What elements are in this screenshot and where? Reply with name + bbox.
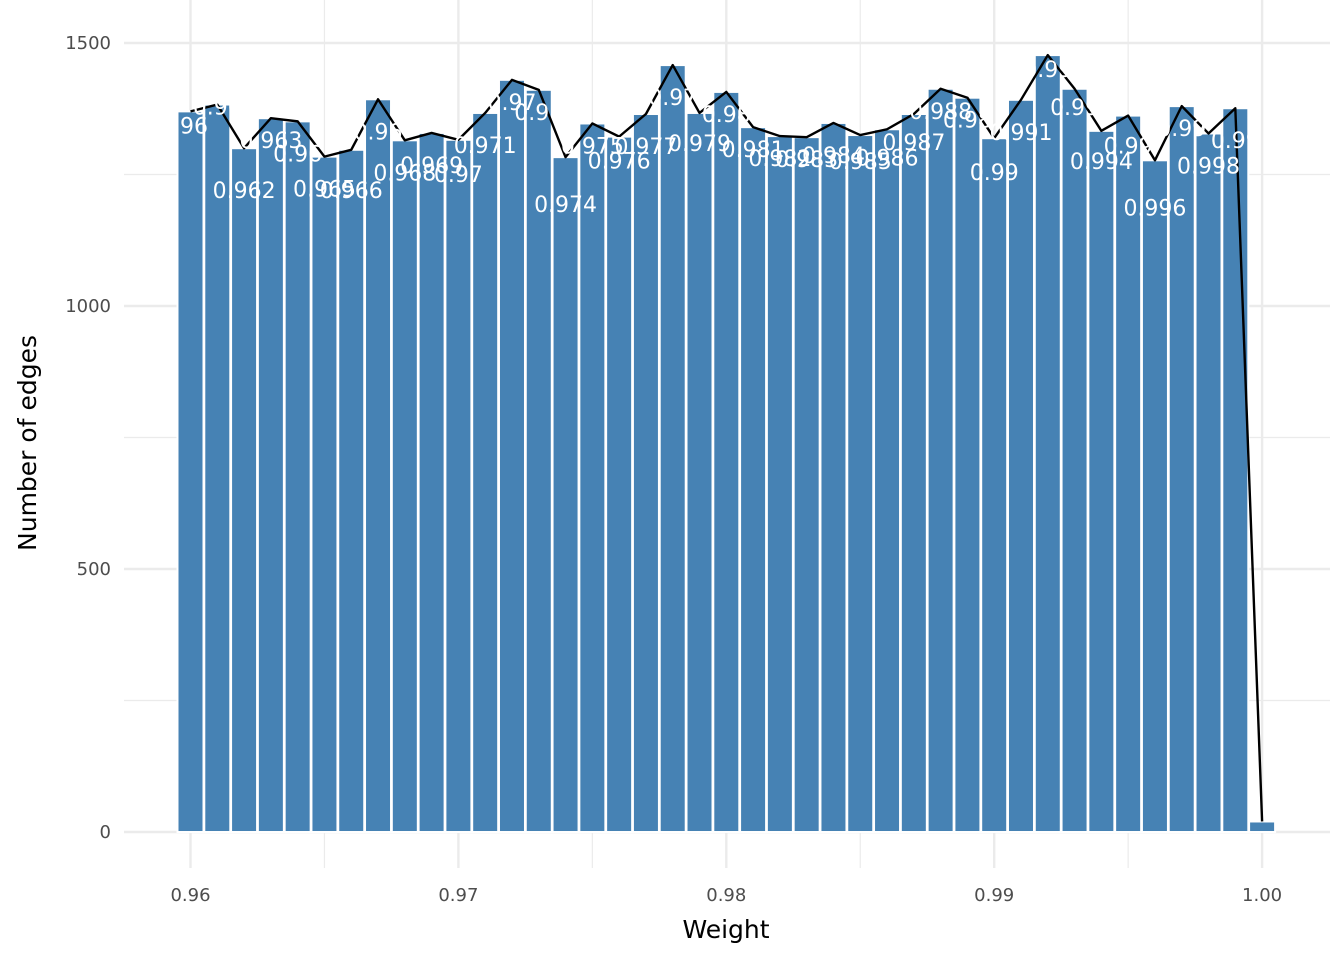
bar-value-label: 0.963 xyxy=(239,129,302,154)
bar-value-label: 0.968 xyxy=(373,161,436,186)
histogram-bar xyxy=(1087,129,1116,834)
bar-value-label: 0.982 xyxy=(748,147,811,172)
histogram-bar xyxy=(1114,114,1143,833)
bar-value-label: .96 xyxy=(173,114,208,139)
y-tick-label: 1500 xyxy=(65,33,111,54)
histogram-bar xyxy=(310,155,339,833)
bar-value-label: 0.99 xyxy=(1023,58,1072,83)
histogram-bar xyxy=(203,103,232,834)
bar-value-label: 0.962 xyxy=(213,179,276,204)
histogram-bar xyxy=(1006,98,1035,834)
histogram-bar xyxy=(364,98,393,834)
bar-value-label: 0.96 xyxy=(273,142,322,167)
bar-value-label: 0.969 xyxy=(400,154,463,179)
y-axis-title: Number of edges xyxy=(13,335,42,551)
histogram-bar xyxy=(1140,159,1169,834)
histogram-bar xyxy=(444,138,473,833)
histogram-bar xyxy=(765,135,794,834)
histogram-bar xyxy=(230,147,259,833)
bar-value-label: 0.99 xyxy=(1211,129,1260,154)
bar-value-label: 0.96 xyxy=(354,120,403,145)
bar-value-label: 0.99 xyxy=(1104,135,1153,160)
bar-value-label: 0.988 xyxy=(909,100,972,125)
bar-value-label: 0.96 xyxy=(193,96,242,121)
histogram-bar xyxy=(658,64,687,834)
x-tick-label: 0.99 xyxy=(974,885,1014,906)
histogram-bar xyxy=(712,90,741,833)
bar-value-label: 0.971 xyxy=(454,134,517,159)
bar-value-label: 0.994 xyxy=(1070,150,1133,175)
histogram-bar xyxy=(685,111,714,833)
bar-value-label: 0.97 xyxy=(648,86,697,111)
bar-value-label: 0.983 xyxy=(775,148,838,173)
bar-value-label: 0.966 xyxy=(320,179,383,204)
histogram-bar xyxy=(846,134,875,834)
histogram-bar xyxy=(1221,107,1250,833)
bar-value-label: 0.975 xyxy=(561,134,624,159)
bar-value-label: 0.991 xyxy=(989,121,1052,146)
bar-value-label: 0.974 xyxy=(534,193,597,218)
bar-value-label: 0.97 xyxy=(487,91,536,116)
histogram-bar xyxy=(1248,820,1277,833)
x-tick-label: 0.96 xyxy=(170,885,210,906)
histogram-bar xyxy=(176,110,205,833)
bar-value-label: 0.977 xyxy=(614,135,677,160)
histogram-bar xyxy=(1194,132,1223,834)
bar-value-label: 0.97 xyxy=(514,101,563,126)
x-axis-title: Weight xyxy=(682,915,769,944)
x-tick-label: 0.97 xyxy=(438,885,478,906)
y-tick-label: 1000 xyxy=(65,296,111,317)
bar-value-label: 0.976 xyxy=(588,150,651,175)
bar-value-label: 0.979 xyxy=(668,132,731,157)
bar-value-label: 0.998 xyxy=(1177,154,1240,179)
histogram-bar xyxy=(605,135,634,834)
bar-value-label: 0.996 xyxy=(1123,196,1186,221)
histogram-bar xyxy=(1060,87,1089,833)
bar-value-label: 0.98 xyxy=(943,109,992,134)
x-tick-label: 0.98 xyxy=(706,885,746,906)
y-tick-label: 0 xyxy=(100,822,111,843)
line-layer xyxy=(190,53,1264,822)
histogram-bar xyxy=(926,87,955,833)
histogram-bar xyxy=(739,126,768,834)
histogram-bar xyxy=(980,137,1009,833)
bars-layer xyxy=(176,54,1277,834)
y-tick-label: 500 xyxy=(77,559,111,580)
bar-value-label: 0.984 xyxy=(802,144,865,169)
bar-labels-layer: .960.960.9620.9630.960.9650.9660.960.968… xyxy=(173,58,1260,221)
histogram-bar xyxy=(631,113,660,833)
histogram-bar xyxy=(417,131,446,834)
histogram-bar xyxy=(819,121,848,833)
histogram-bar xyxy=(390,139,419,833)
histogram-bar xyxy=(497,78,526,833)
bar-value-label: 0.99 xyxy=(1157,117,1206,142)
bar-value-label: 0.98 xyxy=(702,103,751,128)
histogram-bar xyxy=(471,111,500,833)
x-tick-label: 1.00 xyxy=(1242,885,1282,906)
count-line xyxy=(190,53,1264,822)
bar-value-label: 0.99 xyxy=(970,161,1019,186)
histogram-bar xyxy=(953,96,982,834)
bar-value-label: 0.985 xyxy=(829,150,892,175)
bar-value-label: 0.987 xyxy=(882,131,945,156)
histogram-bar xyxy=(551,156,580,833)
histogram-bar xyxy=(283,120,312,833)
histogram-bar xyxy=(524,88,553,833)
bar-value-label: 0.986 xyxy=(856,146,919,171)
histogram-bar xyxy=(578,122,607,833)
histogram-bar xyxy=(899,113,928,833)
histogram-bar xyxy=(1033,54,1062,833)
bar-value-label: 0.965 xyxy=(293,178,356,203)
bar-value-label: 0.981 xyxy=(722,138,785,163)
bar-value-label: 0.97 xyxy=(434,163,483,188)
histogram-bar xyxy=(792,136,821,834)
bar-value-label: 0.99 xyxy=(1050,96,1099,121)
histogram-bar xyxy=(256,117,285,833)
histogram-bar xyxy=(337,148,366,833)
histogram-bar xyxy=(873,128,902,834)
